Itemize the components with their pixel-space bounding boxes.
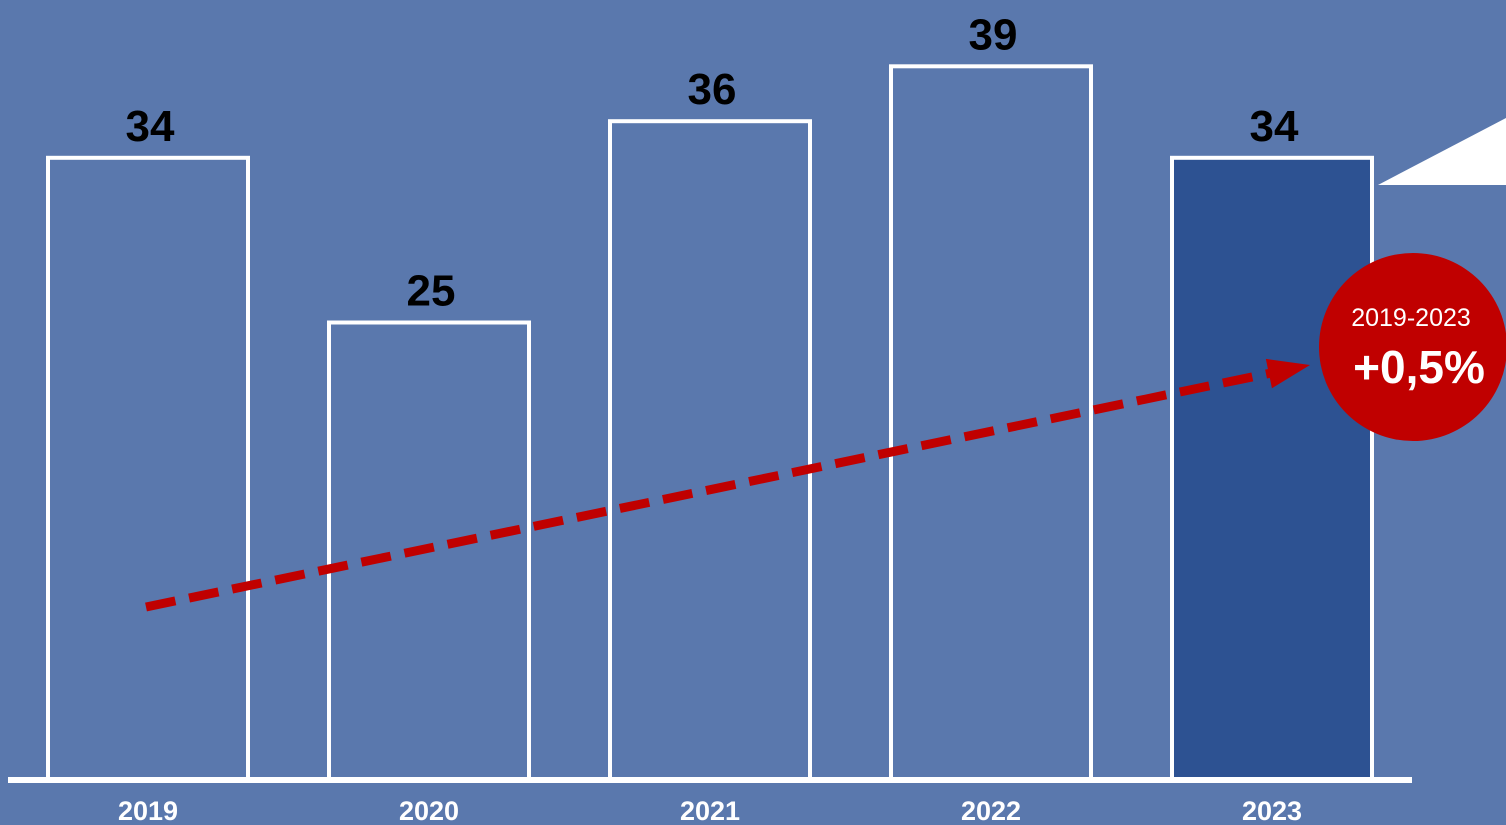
bar-2021: [608, 119, 812, 782]
value-label-2022: 39: [969, 10, 1018, 59]
trend-arrow: [145, 358, 1310, 612]
value-label-2021: 36: [688, 65, 737, 114]
value-label-2020: 25: [407, 267, 456, 316]
x-tick-label-2021: 2021: [680, 796, 740, 825]
x-tick-label-2023: 2023: [1242, 796, 1302, 825]
callout-pointer: [1378, 118, 1506, 185]
bar-2019: [46, 155, 250, 783]
x-tick-labels-group: 2019 2020 2021 2022 2023: [118, 796, 1302, 825]
badge-change: +0,5%: [1353, 341, 1485, 393]
value-label-2023: 34: [1250, 102, 1299, 151]
bars-group: [46, 64, 1374, 783]
trend-line: [145, 367, 1277, 612]
x-tick-label-2022: 2022: [961, 796, 1021, 825]
value-labels-group: 34 25 36 39 34: [126, 10, 1299, 315]
x-tick-label-2019: 2019: [118, 796, 178, 825]
bar-2022: [889, 64, 1093, 783]
badge-circle: [1319, 253, 1506, 441]
trend-arrowhead: [1265, 358, 1310, 389]
bar-2023: [1170, 155, 1374, 783]
badge-period: 2019-2023: [1351, 304, 1471, 332]
value-label-2019: 34: [126, 102, 175, 151]
growth-badge: 2019-2023 +0,5%: [1319, 253, 1506, 441]
x-tick-label-2020: 2020: [399, 796, 459, 825]
